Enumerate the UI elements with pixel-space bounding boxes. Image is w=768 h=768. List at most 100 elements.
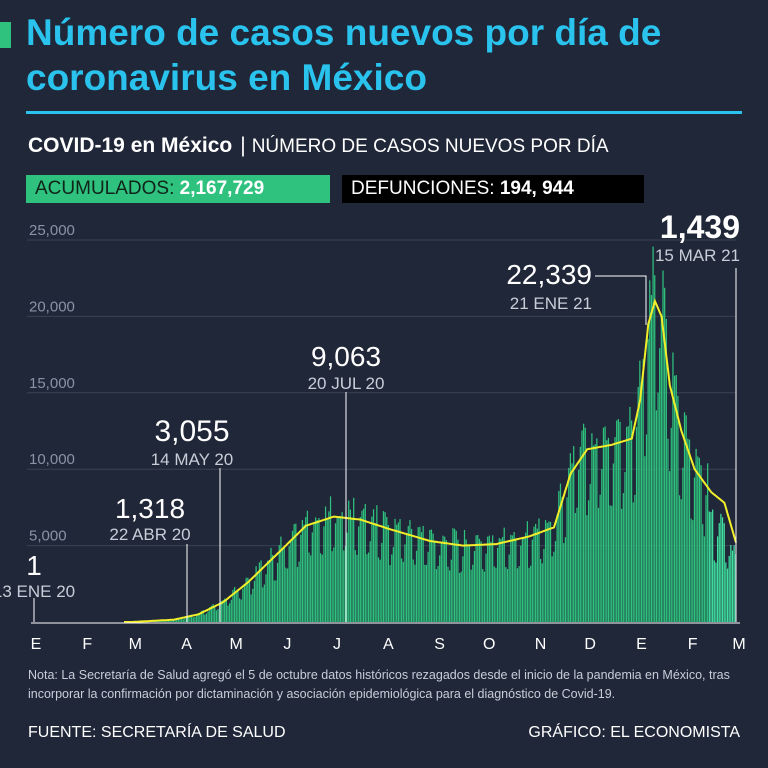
daily-bar [379,559,381,622]
daily-bar [645,434,648,622]
daily-bar [587,500,590,622]
daily-bar [371,516,373,622]
daily-bar [693,477,696,622]
daily-bar [664,287,666,622]
daily-bar [569,453,572,622]
daily-bar [437,566,439,622]
daily-bar [730,544,732,622]
daily-bar [558,491,560,622]
daily-bar [308,552,310,622]
daily-bar [707,463,709,622]
daily-bar [644,456,646,622]
daily-bar [406,533,408,622]
daily-bar [710,512,712,622]
daily-bar [490,541,492,622]
daily-bar [731,550,734,622]
daily-bar [475,535,477,622]
daily-bar [669,471,671,622]
trend-line [124,298,737,623]
daily-bar [280,536,282,622]
daily-bar [578,469,580,622]
daily-bar [318,518,320,622]
daily-bar [422,525,424,622]
daily-bar [275,580,277,622]
daily-bar [376,505,378,622]
daily-bar [468,544,471,622]
daily-bar [329,496,332,622]
daily-bar [616,420,618,622]
daily-bar [591,433,593,622]
daily-bar [606,440,608,622]
daily-bar [665,318,667,622]
daily-bar [453,528,456,622]
daily-bar [482,569,484,622]
daily-bar [298,561,300,622]
daily-bar [546,522,548,622]
daily-bar [444,536,446,622]
daily-bar [682,467,684,622]
daily-bar [267,560,269,622]
daily-bar [377,557,380,622]
daily-bar [685,415,687,622]
y-tick-label: 5,000 [29,528,67,545]
daily-bar [205,613,208,622]
daily-bar [716,536,719,622]
daily-bar [407,525,409,622]
daily-bar [389,565,391,622]
daily-bar [470,569,472,622]
x-tick-label: S [434,636,445,653]
deaths-badge: DEFUNCIONES: 194, 944 [342,175,644,203]
daily-bar [601,469,603,622]
daily-bar [450,559,452,622]
daily-bar [402,561,404,622]
daily-bar [637,387,639,622]
daily-bar [358,526,360,622]
daily-bar [281,549,284,622]
daily-bar [382,511,385,622]
daily-bar [642,359,644,622]
daily-bar [250,594,252,622]
accumulated-label: ACUMULADOS: [35,178,175,199]
daily-bar [520,545,522,622]
daily-bar [574,512,576,622]
daily-bar [237,590,239,622]
annotation-leader [595,275,647,325]
x-tick-label: N [535,636,547,653]
daily-bar [720,513,722,622]
daily-bar [412,559,414,622]
daily-bar [306,510,308,622]
daily-bar [690,518,692,622]
daily-bar [161,620,163,622]
daily-bar [612,463,615,622]
daily-bar [176,618,178,622]
daily-bar [432,533,434,622]
daily-bar [672,352,674,622]
daily-bar [503,527,505,622]
daily-bar [341,512,343,622]
daily-bar [510,534,512,622]
daily-bar [243,584,246,622]
daily-bar [169,620,171,622]
daily-bar [487,536,489,622]
daily-bar [319,553,322,622]
daily-bar [594,444,596,622]
daily-bar [174,619,176,622]
daily-bar [544,520,547,622]
daily-bar [366,554,368,622]
daily-bar [159,620,161,622]
daily-bar [655,410,658,622]
daily-bar [204,614,206,622]
daily-bar [286,568,289,622]
daily-bar [290,540,292,622]
daily-bar [662,270,664,622]
daily-bar [622,493,624,622]
daily-bar [435,569,438,622]
daily-bar [609,505,611,622]
daily-bar [566,497,568,622]
daily-bar [698,457,701,622]
daily-bar [190,614,193,622]
daily-bar [315,517,317,622]
daily-bar [462,556,464,622]
daily-bar [230,599,232,622]
daily-bar [528,567,530,622]
